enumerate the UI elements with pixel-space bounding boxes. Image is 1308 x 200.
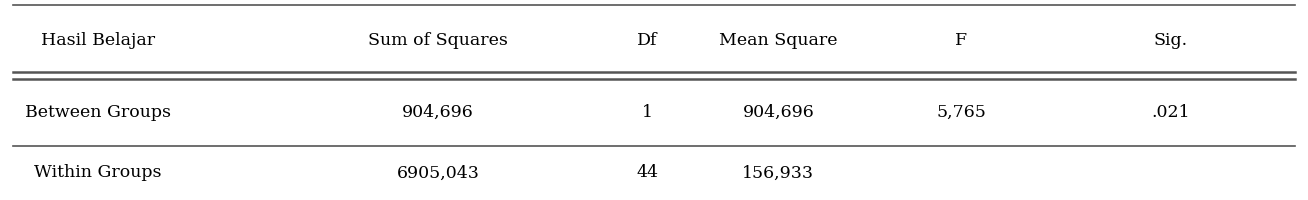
- Text: 5,765: 5,765: [937, 104, 986, 120]
- Text: Df: Df: [637, 32, 658, 48]
- Text: Between Groups: Between Groups: [25, 104, 171, 120]
- Text: 44: 44: [637, 164, 658, 180]
- Text: 156,933: 156,933: [742, 164, 815, 180]
- Text: 6905,043: 6905,043: [396, 164, 480, 180]
- Text: F: F: [955, 32, 968, 48]
- Text: 904,696: 904,696: [743, 104, 814, 120]
- Text: Mean Square: Mean Square: [719, 32, 837, 48]
- Text: Within Groups: Within Groups: [34, 164, 162, 180]
- Text: 904,696: 904,696: [403, 104, 473, 120]
- Text: Sum of Squares: Sum of Squares: [369, 32, 508, 48]
- Text: .021: .021: [1151, 104, 1190, 120]
- Text: 1: 1: [642, 104, 653, 120]
- Text: Hasil Belajar: Hasil Belajar: [41, 32, 156, 48]
- Text: Sig.: Sig.: [1154, 32, 1188, 48]
